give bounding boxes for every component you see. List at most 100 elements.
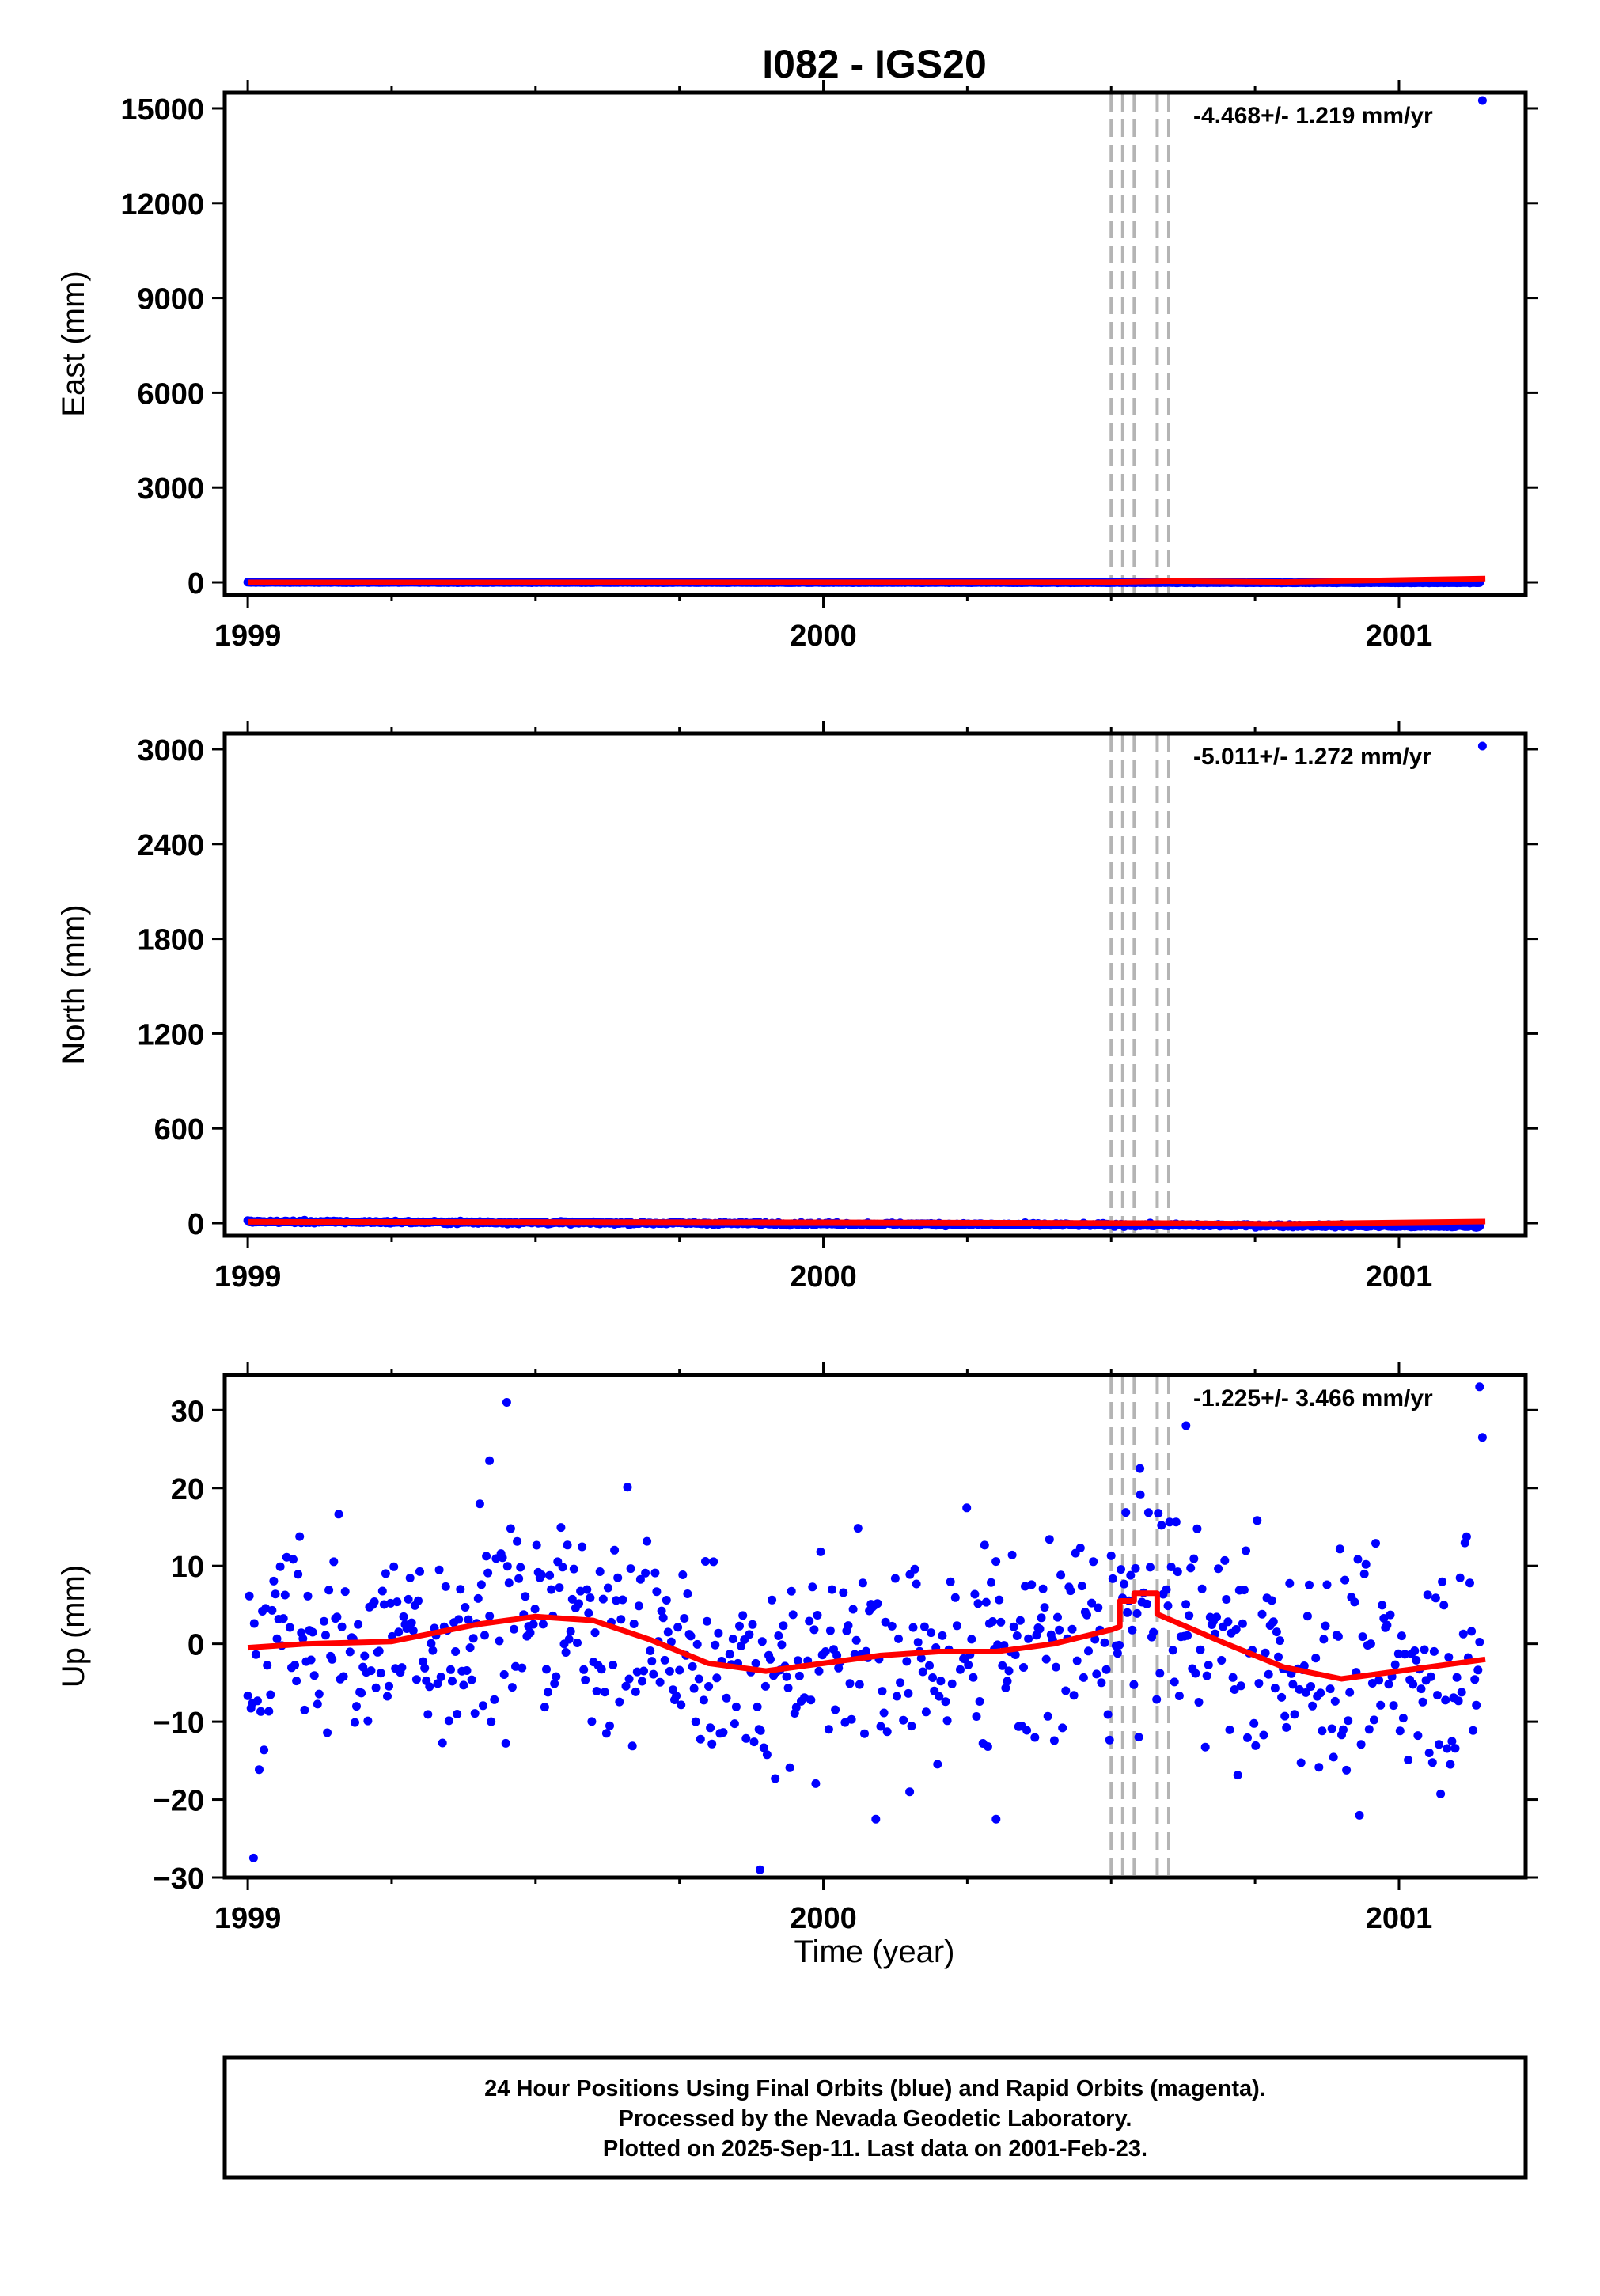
up-data-point (1166, 1563, 1176, 1571)
up-data-point (1173, 1567, 1182, 1577)
east-y-axis-label: East (mm) (56, 271, 91, 416)
up-data-point (936, 1677, 946, 1686)
up-data-point (590, 1628, 600, 1638)
up-data-point (433, 1679, 442, 1688)
up-data-point (983, 1742, 992, 1751)
up-data-point (587, 1717, 597, 1726)
up-data-point (525, 1628, 535, 1638)
up-data-point (592, 1687, 601, 1695)
up-data-point (1163, 1601, 1173, 1611)
up-data-point (678, 1570, 688, 1579)
up-data-point (511, 1661, 520, 1671)
up-data-point (760, 1681, 770, 1691)
up-data-point (256, 1707, 265, 1716)
up-data-point (578, 1542, 587, 1552)
up-data-point (425, 1682, 434, 1692)
up-data-point (499, 1670, 509, 1679)
up-data-point (1314, 1763, 1324, 1772)
up-data-point (1154, 1509, 1163, 1518)
up-data-point (777, 1640, 787, 1650)
up-data-point (252, 1696, 262, 1706)
up-data-point (794, 1671, 804, 1680)
up-data-point (878, 1687, 887, 1696)
north-x-tick-label: 1999 (214, 1260, 282, 1294)
up-data-point (1024, 1634, 1033, 1643)
east-x-tick-label: 2001 (1366, 619, 1433, 653)
up-data-point (339, 1672, 348, 1681)
up-data-point (459, 1680, 468, 1690)
up-data-point (876, 1722, 885, 1731)
north-y-tick-label: 0 (188, 1208, 204, 1241)
up-data-point (1264, 1669, 1273, 1679)
up-data-point (566, 1627, 575, 1636)
up-data-point (1458, 1629, 1468, 1639)
east-x-tick-label: 1999 (214, 619, 282, 653)
up-data-point (993, 1640, 1003, 1650)
up-data-point (260, 1745, 269, 1755)
up-data-point (904, 1688, 913, 1698)
up-data-point (251, 1650, 260, 1659)
up-data-point (918, 1667, 927, 1677)
up-data-point (407, 1618, 416, 1627)
up-data-point (1355, 1810, 1364, 1820)
up-data-point (1454, 1696, 1463, 1706)
up-data-point (1121, 1508, 1131, 1517)
up-data-point (405, 1574, 415, 1582)
up-data-point (518, 1663, 527, 1673)
up-data-point (665, 1666, 674, 1676)
up-data-point (1295, 1684, 1304, 1694)
up-data-point (267, 1605, 277, 1615)
up-data-point (1384, 1680, 1393, 1689)
up-data-point (745, 1630, 754, 1639)
up-data-point (973, 1599, 983, 1608)
up-data-point (1092, 1669, 1101, 1679)
up-data-point (1049, 1736, 1059, 1745)
up-data-point (1339, 1725, 1348, 1734)
north-y-tick-label: 1200 (137, 1018, 204, 1051)
up-data-point (482, 1552, 491, 1561)
up-data-point (1329, 1752, 1338, 1762)
up-data-point (1376, 1700, 1386, 1710)
up-data-point (1358, 1632, 1367, 1642)
up-data-point (529, 1620, 538, 1629)
up-data-point (1296, 1758, 1306, 1767)
up-data-point (928, 1673, 938, 1682)
up-data-point (1370, 1715, 1378, 1725)
up-data-point (1261, 1648, 1270, 1658)
up-data-point (243, 1691, 252, 1700)
up-data-point (1253, 1516, 1262, 1525)
up-data-point (658, 1613, 668, 1623)
up-data-point (738, 1611, 748, 1620)
up-data-point (1053, 1612, 1062, 1622)
up-data-point (1427, 1758, 1437, 1767)
up-data-point (428, 1646, 438, 1655)
up-data-point (249, 1619, 259, 1628)
up-data-point (1009, 1622, 1018, 1631)
caption-line-1: 24 Hour Positions Using Final Orbits (bl… (484, 2076, 1266, 2101)
up-data-point (902, 1657, 912, 1666)
up-data-point (498, 1553, 507, 1563)
up-data-point (501, 1738, 510, 1748)
east-plot-content (243, 94, 1487, 595)
up-data-point (476, 1580, 486, 1589)
up-data-point (1447, 1737, 1457, 1746)
up-data-point (806, 1695, 816, 1705)
up-data-point (638, 1677, 646, 1686)
up-y-tick-label: 10 (171, 1551, 204, 1584)
up-data-point (360, 1651, 370, 1661)
x-axis-label: Time (year) (794, 1934, 955, 1969)
up-data-point (1037, 1613, 1046, 1623)
up-data-point (647, 1657, 657, 1666)
up-data-point (1126, 1570, 1136, 1580)
up-data-point (1251, 1741, 1261, 1750)
up-data-point (660, 1655, 669, 1665)
up-data-point (635, 1574, 645, 1584)
up-data-point (480, 1631, 489, 1640)
up-data-point (1097, 1678, 1106, 1688)
up-data-point (1431, 1593, 1440, 1603)
up-data-point (516, 1563, 525, 1572)
up-data-point (1342, 1765, 1352, 1775)
north-rate-annotation: -5.011+/- 1.272 mm/yr (1193, 744, 1431, 770)
up-data-point (1472, 1700, 1481, 1710)
north-y-tick-label: 600 (154, 1113, 204, 1146)
